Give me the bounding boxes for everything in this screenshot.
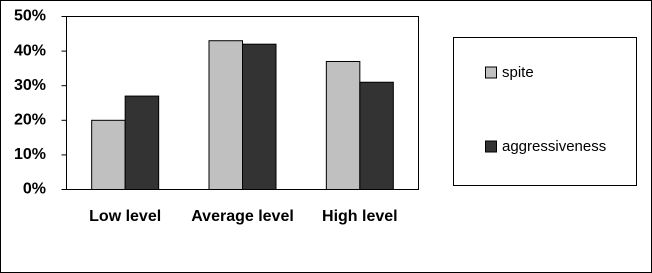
y-tick-label: 40% [14, 42, 46, 59]
y-tick-label: 30% [14, 77, 46, 94]
y-tick-label: 50% [14, 8, 46, 25]
y-tick-label: 20% [14, 112, 46, 129]
y-tick-label: 10% [14, 146, 46, 163]
legend-label: spite [502, 64, 534, 81]
legend-swatch [485, 66, 497, 79]
bar [124, 95, 160, 190]
bar [359, 81, 394, 190]
bar [242, 43, 277, 191]
bar [208, 40, 243, 190]
legend-box [453, 37, 637, 186]
legend-label: aggressiveness [502, 138, 606, 155]
legend-swatch [485, 140, 497, 153]
bar [91, 119, 126, 190]
y-tick-label: 0% [23, 181, 46, 198]
x-tick-label: Low level [89, 208, 162, 225]
x-tick-label: Average level [191, 208, 294, 225]
bar [325, 60, 361, 191]
x-tick-label: High level [322, 208, 398, 225]
